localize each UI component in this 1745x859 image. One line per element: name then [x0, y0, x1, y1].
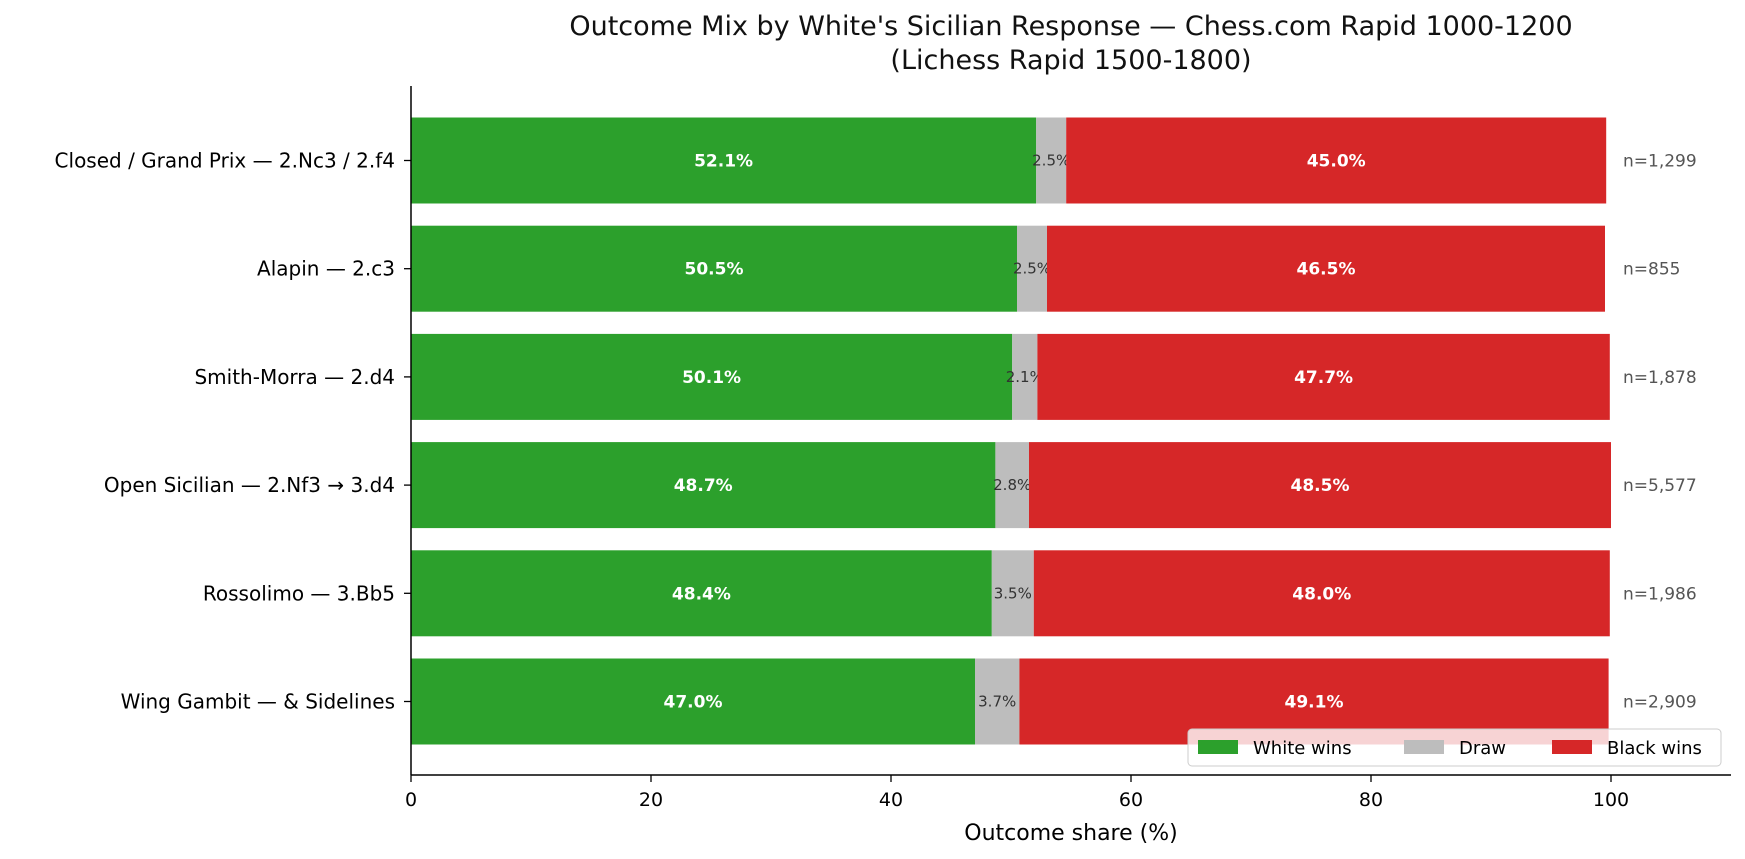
bar-black-wins [1066, 117, 1607, 204]
legend-swatch [1552, 740, 1592, 754]
data-label-white-wins: 47.0% [664, 693, 723, 713]
bar-draw [991, 550, 1034, 637]
x-tick-label: 100 [1593, 789, 1629, 811]
data-label-draw: 2.5% [1013, 260, 1051, 278]
data-label-black-wins: 48.0% [1292, 584, 1351, 604]
bar-white-wins [411, 225, 1017, 312]
legend-label: White wins [1253, 738, 1352, 759]
sample-size-label: n=855 [1623, 260, 1680, 280]
sample-size-label: n=2,909 [1623, 693, 1697, 713]
chart-subtitle: (Lichess Rapid 1500-1800) [890, 45, 1252, 76]
bar-white-wins [411, 658, 975, 745]
data-label-black-wins: 49.1% [1285, 693, 1344, 713]
bar-draw [975, 658, 1020, 745]
data-label-draw: 3.5% [994, 584, 1032, 602]
data-label-draw: 2.8% [993, 476, 1031, 494]
y-tick-label: Wing Gambit — & Sidelines [121, 690, 395, 714]
x-tick-label: 60 [1119, 789, 1143, 811]
y-tick-label: Open Sicilian — 2.Nf3 → 3.d4 [104, 473, 395, 497]
data-label-black-wins: 45.0% [1307, 152, 1366, 172]
data-label-white-wins: 52.1% [694, 152, 753, 172]
x-axis-label: Outcome share (%) [964, 821, 1177, 846]
bar-white-wins [411, 117, 1037, 204]
legend-label: Draw [1459, 738, 1506, 759]
data-label-white-wins: 48.7% [674, 476, 733, 496]
legend-swatch [1198, 740, 1238, 754]
x-tick-label: 20 [639, 789, 663, 811]
y-tick-label: Alapin — 2.c3 [257, 257, 395, 281]
bar-black-wins [1029, 442, 1611, 529]
data-label-draw: 2.5% [1032, 152, 1070, 170]
sample-size-label: n=1,986 [1623, 584, 1697, 604]
data-label-white-wins: 48.4% [672, 584, 731, 604]
data-label-black-wins: 48.5% [1291, 476, 1350, 496]
bar-draw [1017, 225, 1047, 312]
y-tick-label: Closed / Grand Prix — 2.Nc3 / 2.f4 [55, 149, 395, 173]
data-label-draw: 2.1% [1006, 368, 1044, 386]
legend-swatch [1404, 740, 1444, 754]
data-label-white-wins: 50.5% [685, 260, 744, 280]
legend-box [1187, 728, 1722, 767]
sample-size-label: n=1,299 [1623, 152, 1697, 172]
bar-white-wins [411, 442, 996, 529]
data-label-black-wins: 47.7% [1294, 368, 1353, 388]
x-tick-label: 80 [1359, 789, 1383, 811]
bar-black-wins [1033, 550, 1610, 637]
bar-white-wins [411, 550, 992, 637]
sample-size-label: n=1,878 [1623, 368, 1697, 388]
sample-size-label: n=5,577 [1623, 476, 1697, 496]
bar-draw [1012, 333, 1038, 420]
bar-white-wins [411, 333, 1013, 420]
data-label-white-wins: 50.1% [682, 368, 741, 388]
y-tick-label: Smith-Morra — 2.d4 [194, 365, 395, 389]
x-tick-label: 40 [879, 789, 903, 811]
bar-black-wins [1037, 333, 1610, 420]
bar-draw [995, 442, 1029, 529]
chart-title: Outcome Mix by White's Sicilian Response… [569, 11, 1573, 42]
data-label-black-wins: 46.5% [1297, 260, 1356, 280]
data-label-draw: 3.7% [978, 693, 1016, 711]
bar-black-wins [1047, 225, 1605, 312]
bar-draw [1036, 117, 1067, 204]
legend-label: Black wins [1607, 738, 1702, 759]
x-tick-label: 0 [405, 789, 417, 811]
y-tick-label: Rossolimo — 3.Bb5 [203, 581, 395, 605]
